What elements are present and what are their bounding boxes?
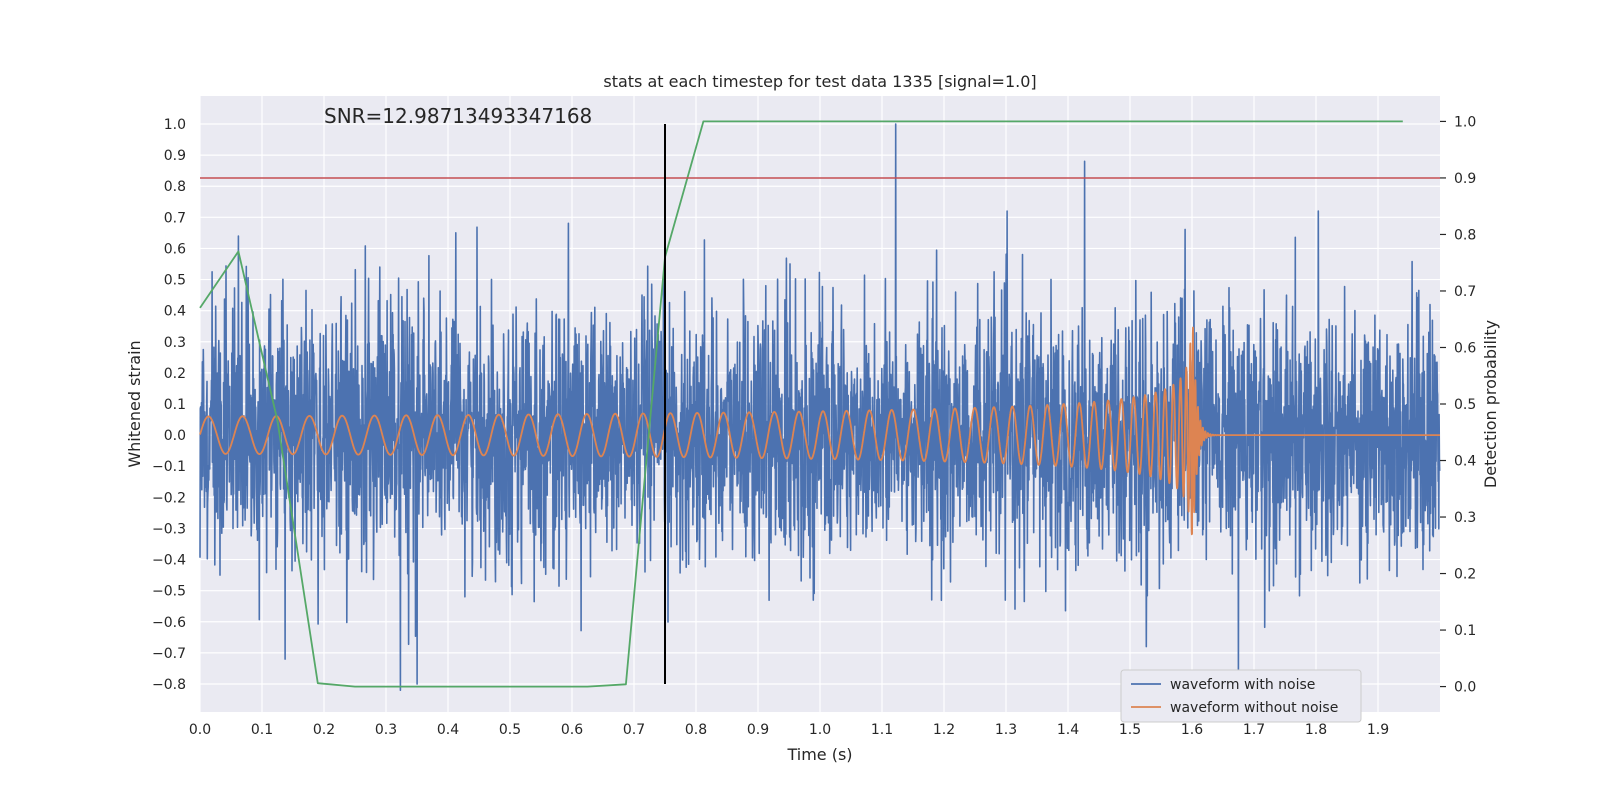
y-left-axis-label: Whitened strain bbox=[125, 340, 144, 467]
y-left-tick-label-18: −0.8 bbox=[152, 677, 186, 693]
x-tick-label-13: 1.3 bbox=[995, 722, 1017, 738]
legend-label-clean: waveform without noise bbox=[1170, 700, 1338, 716]
x-tick-label-7: 0.7 bbox=[623, 722, 645, 738]
x-tick-label-16: 1.6 bbox=[1181, 722, 1203, 738]
y-right-axis-label: Detection probability bbox=[1481, 320, 1500, 488]
y-left-tick-label-2: 0.8 bbox=[164, 179, 186, 195]
series-layer bbox=[199, 120, 1441, 691]
y-right-tick-label-10: 0.0 bbox=[1454, 680, 1476, 696]
series-line-1 bbox=[199, 326, 1441, 536]
y-left-tick-label-3: 0.7 bbox=[164, 210, 186, 226]
x-tick-label-2: 0.2 bbox=[313, 722, 335, 738]
y-right-tick-label-7: 0.3 bbox=[1454, 510, 1476, 526]
y-right-tick-label-6: 0.4 bbox=[1454, 454, 1476, 470]
y-left-tick-label-12: −0.2 bbox=[152, 490, 186, 506]
y-left-tick-label-17: −0.7 bbox=[152, 646, 186, 662]
y-right-tick-label-9: 0.1 bbox=[1454, 623, 1476, 639]
y-right-tick-label-8: 0.2 bbox=[1454, 567, 1476, 583]
y-left-tick-label-15: −0.5 bbox=[152, 584, 186, 600]
y-right-tick-label-0: 1.0 bbox=[1454, 114, 1476, 130]
x-tick-label-3: 0.3 bbox=[375, 722, 397, 738]
x-tick-label-15: 1.5 bbox=[1119, 722, 1141, 738]
x-tick-label-10: 1.0 bbox=[809, 722, 831, 738]
y-left-tick-label-1: 0.9 bbox=[164, 148, 186, 164]
x-tick-label-5: 0.5 bbox=[499, 722, 521, 738]
y-right-axis-ticks: 1.0 0.9 0.8 0.7 0.6 0.5 0.4 0.3 0.2 0.1 0.0 bbox=[1440, 114, 1476, 696]
y-left-tick-label-8: 0.2 bbox=[164, 366, 186, 382]
y-left-tick-label-10: 0.0 bbox=[164, 428, 186, 444]
y-left-tick-label-7: 0.3 bbox=[164, 335, 186, 351]
x-tick-label-4: 0.4 bbox=[437, 722, 459, 738]
x-tick-label-17: 1.7 bbox=[1243, 722, 1265, 738]
chart-title: stats at each timestep for test data 133… bbox=[603, 72, 1036, 91]
y-left-tick-label-5: 0.5 bbox=[164, 273, 186, 289]
x-axis-label: Time (s) bbox=[786, 745, 852, 764]
x-tick-label-0: 0.0 bbox=[189, 722, 211, 738]
y-left-tick-label-9: 0.1 bbox=[164, 397, 186, 413]
y-right-tick-label-2: 0.8 bbox=[1454, 227, 1476, 243]
series-line-0 bbox=[199, 123, 1441, 691]
legend-box bbox=[1120, 669, 1362, 723]
y-left-tick-label-11: −0.1 bbox=[152, 459, 186, 475]
y-right-tick-label-4: 0.6 bbox=[1454, 340, 1476, 356]
x-tick-label-18: 1.8 bbox=[1305, 722, 1327, 738]
x-tick-label-6: 0.6 bbox=[561, 722, 583, 738]
y-left-tick-label-13: −0.3 bbox=[152, 521, 186, 537]
y-left-tick-label-4: 0.6 bbox=[164, 241, 186, 257]
y-left-tick-label-0: 1.0 bbox=[164, 117, 186, 133]
snr-annotation: SNR=12.98713493347168 bbox=[324, 104, 592, 128]
x-tick-label-19: 1.9 bbox=[1367, 722, 1389, 738]
x-tick-label-12: 1.2 bbox=[933, 722, 955, 738]
x-tick-label-11: 1.1 bbox=[871, 722, 893, 738]
x-tick-label-9: 0.9 bbox=[747, 722, 769, 738]
x-tick-label-1: 0.1 bbox=[251, 722, 273, 738]
y-left-tick-label-14: −0.4 bbox=[152, 553, 186, 569]
x-tick-label-8: 0.8 bbox=[685, 722, 707, 738]
x-axis-ticks: 0.0 0.1 0.2 0.3 0.4 0.5 0.6 0.7 0.8 0.9 1.0 1.1 1.2 1… bbox=[189, 722, 1389, 738]
y-left-tick-label-16: −0.6 bbox=[152, 615, 186, 631]
legend: waveform with noise waveform without noi… bbox=[1120, 669, 1362, 723]
y-right-tick-label-3: 0.7 bbox=[1454, 284, 1476, 300]
legend-label-noisy: waveform with noise bbox=[1170, 677, 1315, 693]
y-left-axis-ticks: 1.0 0.9 0.8 0.7 0.6 0.5 0.4 0.3 0.2 0.1 0.0 −0.1 −0.… bbox=[152, 117, 186, 693]
y-left-tick-label-6: 0.4 bbox=[164, 304, 186, 320]
y-right-tick-label-5: 0.5 bbox=[1454, 397, 1476, 413]
x-tick-label-14: 1.4 bbox=[1057, 722, 1079, 738]
series-line-2 bbox=[199, 120, 1403, 688]
y-right-tick-label-1: 0.9 bbox=[1454, 171, 1476, 187]
